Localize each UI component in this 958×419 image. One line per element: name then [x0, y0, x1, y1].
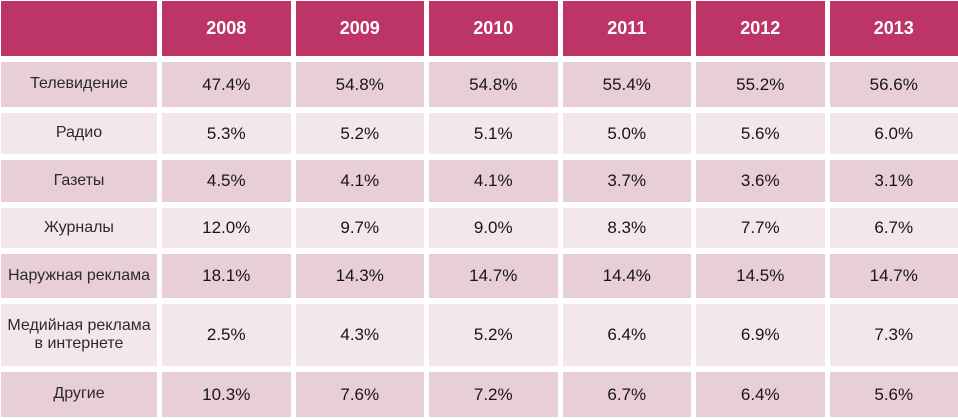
- table-cell: 14.7%: [829, 254, 958, 298]
- table-cell: 5.6%: [696, 113, 825, 154]
- table-cell: 14.4%: [562, 254, 691, 298]
- table-cell: 2.5%: [162, 304, 291, 366]
- table-cell: 14.5%: [696, 254, 825, 298]
- table-cell: 4.1%: [295, 160, 424, 202]
- table-cell: 5.1%: [429, 113, 558, 154]
- table-cell: 12.0%: [162, 208, 291, 248]
- table-cell: 7.2%: [429, 372, 558, 417]
- table-cell: 5.6%: [829, 372, 958, 417]
- table-cell: 54.8%: [429, 62, 558, 107]
- table-cell: 6.0%: [829, 113, 958, 154]
- table-cell: 3.1%: [829, 160, 958, 202]
- table-cell: 7.6%: [295, 372, 424, 417]
- header-year-2013: 2013: [829, 1, 958, 56]
- table-cell: 9.0%: [429, 208, 558, 248]
- table-cell: 7.7%: [696, 208, 825, 248]
- table-cell: 55.4%: [562, 62, 691, 107]
- header-year-2010: 2010: [429, 1, 558, 56]
- table-cell: 56.6%: [829, 62, 958, 107]
- table-cell: 47.4%: [162, 62, 291, 107]
- header-year-2012: 2012: [696, 1, 825, 56]
- table-cell: 55.2%: [696, 62, 825, 107]
- table-cell: 6.7%: [562, 372, 691, 417]
- table-cell: 6.4%: [562, 304, 691, 366]
- table-cell: 5.3%: [162, 113, 291, 154]
- table-cell: 5.0%: [562, 113, 691, 154]
- table-cell: 6.9%: [696, 304, 825, 366]
- table-cell: 54.8%: [295, 62, 424, 107]
- table-cell: 8.3%: [562, 208, 691, 248]
- table-cell: 10.3%: [162, 372, 291, 417]
- table-cell: 5.2%: [295, 113, 424, 154]
- table-cell: 18.1%: [162, 254, 291, 298]
- table-cell: 9.7%: [295, 208, 424, 248]
- table-cell: 6.4%: [696, 372, 825, 417]
- table-cell: 14.3%: [295, 254, 424, 298]
- header-year-2009: 2009: [295, 1, 424, 56]
- row-label-newspapers: Газеты: [1, 160, 157, 202]
- row-label-magazines: Журналы: [1, 208, 157, 248]
- table-cell: 4.3%: [295, 304, 424, 366]
- header-year-2008: 2008: [162, 1, 291, 56]
- row-label-outdoor-ads: Наружная реклама: [1, 254, 157, 298]
- row-label-others: Другие: [1, 372, 157, 417]
- table-cell: 4.5%: [162, 160, 291, 202]
- table-cell: 3.7%: [562, 160, 691, 202]
- header-year-2011: 2011: [562, 1, 691, 56]
- table-cell: 7.3%: [829, 304, 958, 366]
- header-corner-cell: [1, 1, 157, 56]
- table-cell: 5.2%: [429, 304, 558, 366]
- row-label-television: Телевидение: [1, 62, 157, 107]
- table-cell: 14.7%: [429, 254, 558, 298]
- table-cell: 4.1%: [429, 160, 558, 202]
- table-cell: 3.6%: [696, 160, 825, 202]
- table-cell: 6.7%: [829, 208, 958, 248]
- row-label-radio: Радио: [1, 113, 157, 154]
- row-label-internet-media-ads: Медийная реклама в интернете: [1, 304, 157, 366]
